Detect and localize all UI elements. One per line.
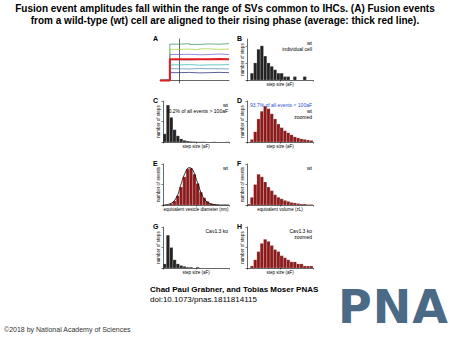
svg-text:Cav1.3 ko: Cav1.3 ko xyxy=(205,228,228,234)
svg-text:number of steps: number of steps xyxy=(156,105,161,138)
html-text:doi:10.1073/pnas.1811814115: doi:10.1073/pnas.1811814115 xyxy=(150,295,257,304)
svg-text:E: E xyxy=(153,160,158,167)
svg-text:number of steps: number of steps xyxy=(156,231,161,264)
svg-text:wt: wt xyxy=(223,101,228,108)
svg-text:zoomed: zoomed xyxy=(294,114,312,120)
svg-text:step size (aF): step size (aF) xyxy=(266,270,294,275)
html-text:Chad Paul Grabner, and Tobias: Chad Paul Grabner, and Tobias Moser PNAS xyxy=(150,285,319,294)
svg-text:0.2% of all events > 100aF: 0.2% of all events > 100aF xyxy=(169,108,228,114)
html-text:Fusion event amplitudes fall w: Fusion event amplitudes fall within the … xyxy=(15,3,435,26)
svg-text:step size (aF): step size (aF) xyxy=(266,144,294,149)
svg-text:step size (aF): step size (aF) xyxy=(182,270,210,275)
svg-text:A: A xyxy=(153,35,158,42)
svg-text:number of steps: number of steps xyxy=(240,105,245,138)
svg-text:number of steps: number of steps xyxy=(240,231,245,264)
html-text:©2018 by National Academy of S: ©2018 by National Academy of Sciences xyxy=(4,326,131,333)
svg-text:step size (aF): step size (aF) xyxy=(182,144,210,149)
svg-text:step size (aF): step size (aF) xyxy=(266,82,294,87)
svg-text:93.7% of all events < 100aF: 93.7% of all events < 100aF xyxy=(250,102,312,108)
svg-text:C: C xyxy=(153,97,158,104)
svg-text:wt: wt xyxy=(307,39,312,46)
svg-text:H: H xyxy=(237,223,242,230)
svg-text:G: G xyxy=(153,223,159,230)
svg-text:wt: wt xyxy=(307,165,313,171)
svg-text:individual cell: individual cell xyxy=(282,46,312,52)
svg-text:D: D xyxy=(237,97,242,104)
svg-text:Cav1.3 ko: Cav1.3 ko xyxy=(289,227,312,234)
svg-text:number of events: number of events xyxy=(240,166,245,202)
svg-text:F: F xyxy=(237,160,242,167)
svg-text:B: B xyxy=(237,35,242,42)
svg-text:equivalent volume (zL): equivalent volume (zL) xyxy=(257,207,303,212)
svg-text:number of events: number of events xyxy=(156,166,161,202)
svg-text:wt: wt xyxy=(307,107,312,114)
svg-text:equivalent vesicle diameter (n: equivalent vesicle diameter (nm) xyxy=(164,207,229,212)
svg-text:number of steps: number of steps xyxy=(240,43,245,76)
svg-text:zoomed: zoomed xyxy=(294,234,312,240)
svg-text:wt: wt xyxy=(223,165,229,171)
